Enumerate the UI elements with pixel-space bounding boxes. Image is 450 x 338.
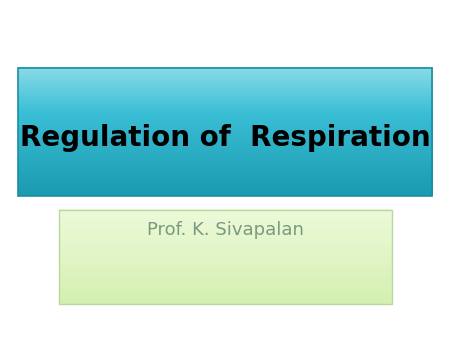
Text: Prof. K. Sivapalan: Prof. K. Sivapalan [147,221,303,239]
Bar [18,68,432,196]
Text: Regulation of  Respiration: Regulation of Respiration [20,124,430,152]
Bar [58,210,392,304]
